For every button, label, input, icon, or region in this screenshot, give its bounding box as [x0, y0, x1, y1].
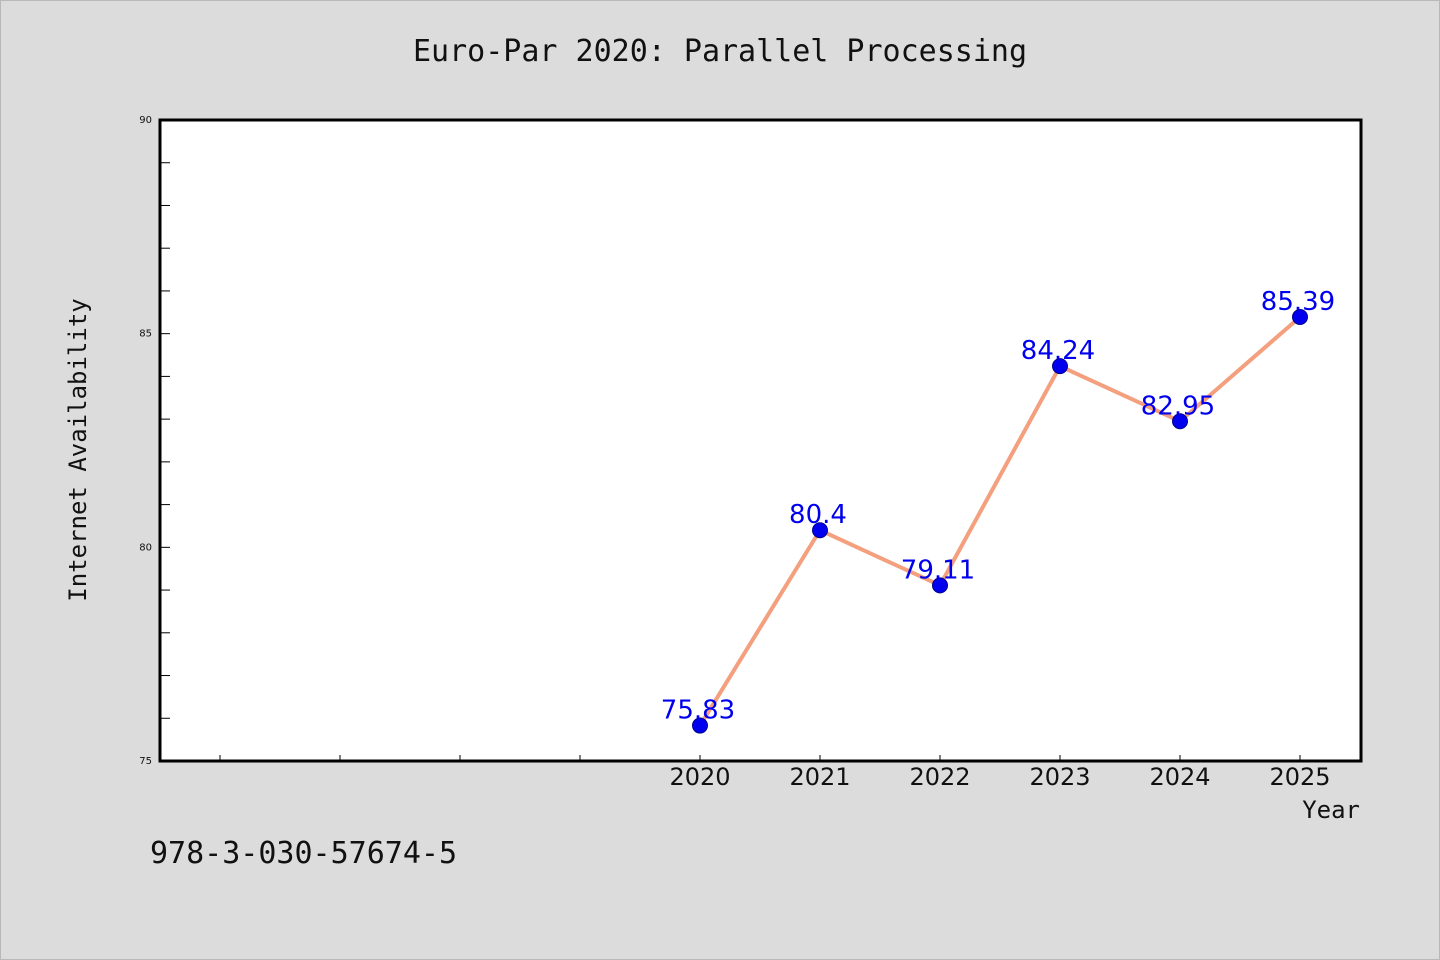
data-label: 80.4: [789, 500, 847, 530]
x-tick-label: 2024: [1149, 763, 1210, 791]
isbn-text: 978-3-030-57674-5: [150, 836, 458, 871]
series-marks: 75.83 80.4 79.11 84.24 82.95 85.39: [661, 287, 1335, 734]
data-point: [692, 717, 708, 734]
data-label: 85.39: [1261, 287, 1335, 317]
x-tick-label: 2020: [669, 763, 730, 791]
axis-ticks: 75 80 85 90 2020 2021 2022 2023 2024 2025: [139, 115, 1330, 791]
y-tick-label: 75: [139, 756, 152, 767]
data-label: 75.83: [661, 696, 735, 726]
x-tick-label: 2025: [1269, 763, 1330, 791]
x-tick-label: 2022: [909, 763, 970, 791]
data-point: [932, 577, 948, 594]
data-point: [1292, 309, 1308, 326]
plot-border: [158, 118, 1363, 763]
data-label: 79.11: [901, 555, 975, 585]
x-axis-label: Year: [1302, 796, 1360, 824]
x-tick-label: 2021: [789, 763, 850, 791]
series-line: [698, 315, 1302, 727]
data-point: [812, 522, 828, 539]
data-label: 82.95: [1141, 391, 1215, 421]
y-tick-label: 90: [139, 115, 152, 126]
data-point: [1172, 413, 1188, 430]
plot-area: [160, 120, 1361, 761]
y-tick-label: 80: [139, 542, 152, 553]
data-label: 84.24: [1021, 336, 1095, 366]
y-tick-label: 85: [139, 329, 152, 340]
x-tick-label: 2023: [1029, 763, 1090, 791]
chart-title: Euro-Par 2020: Parallel Processing: [412, 34, 1028, 69]
data-point: [1052, 358, 1068, 375]
